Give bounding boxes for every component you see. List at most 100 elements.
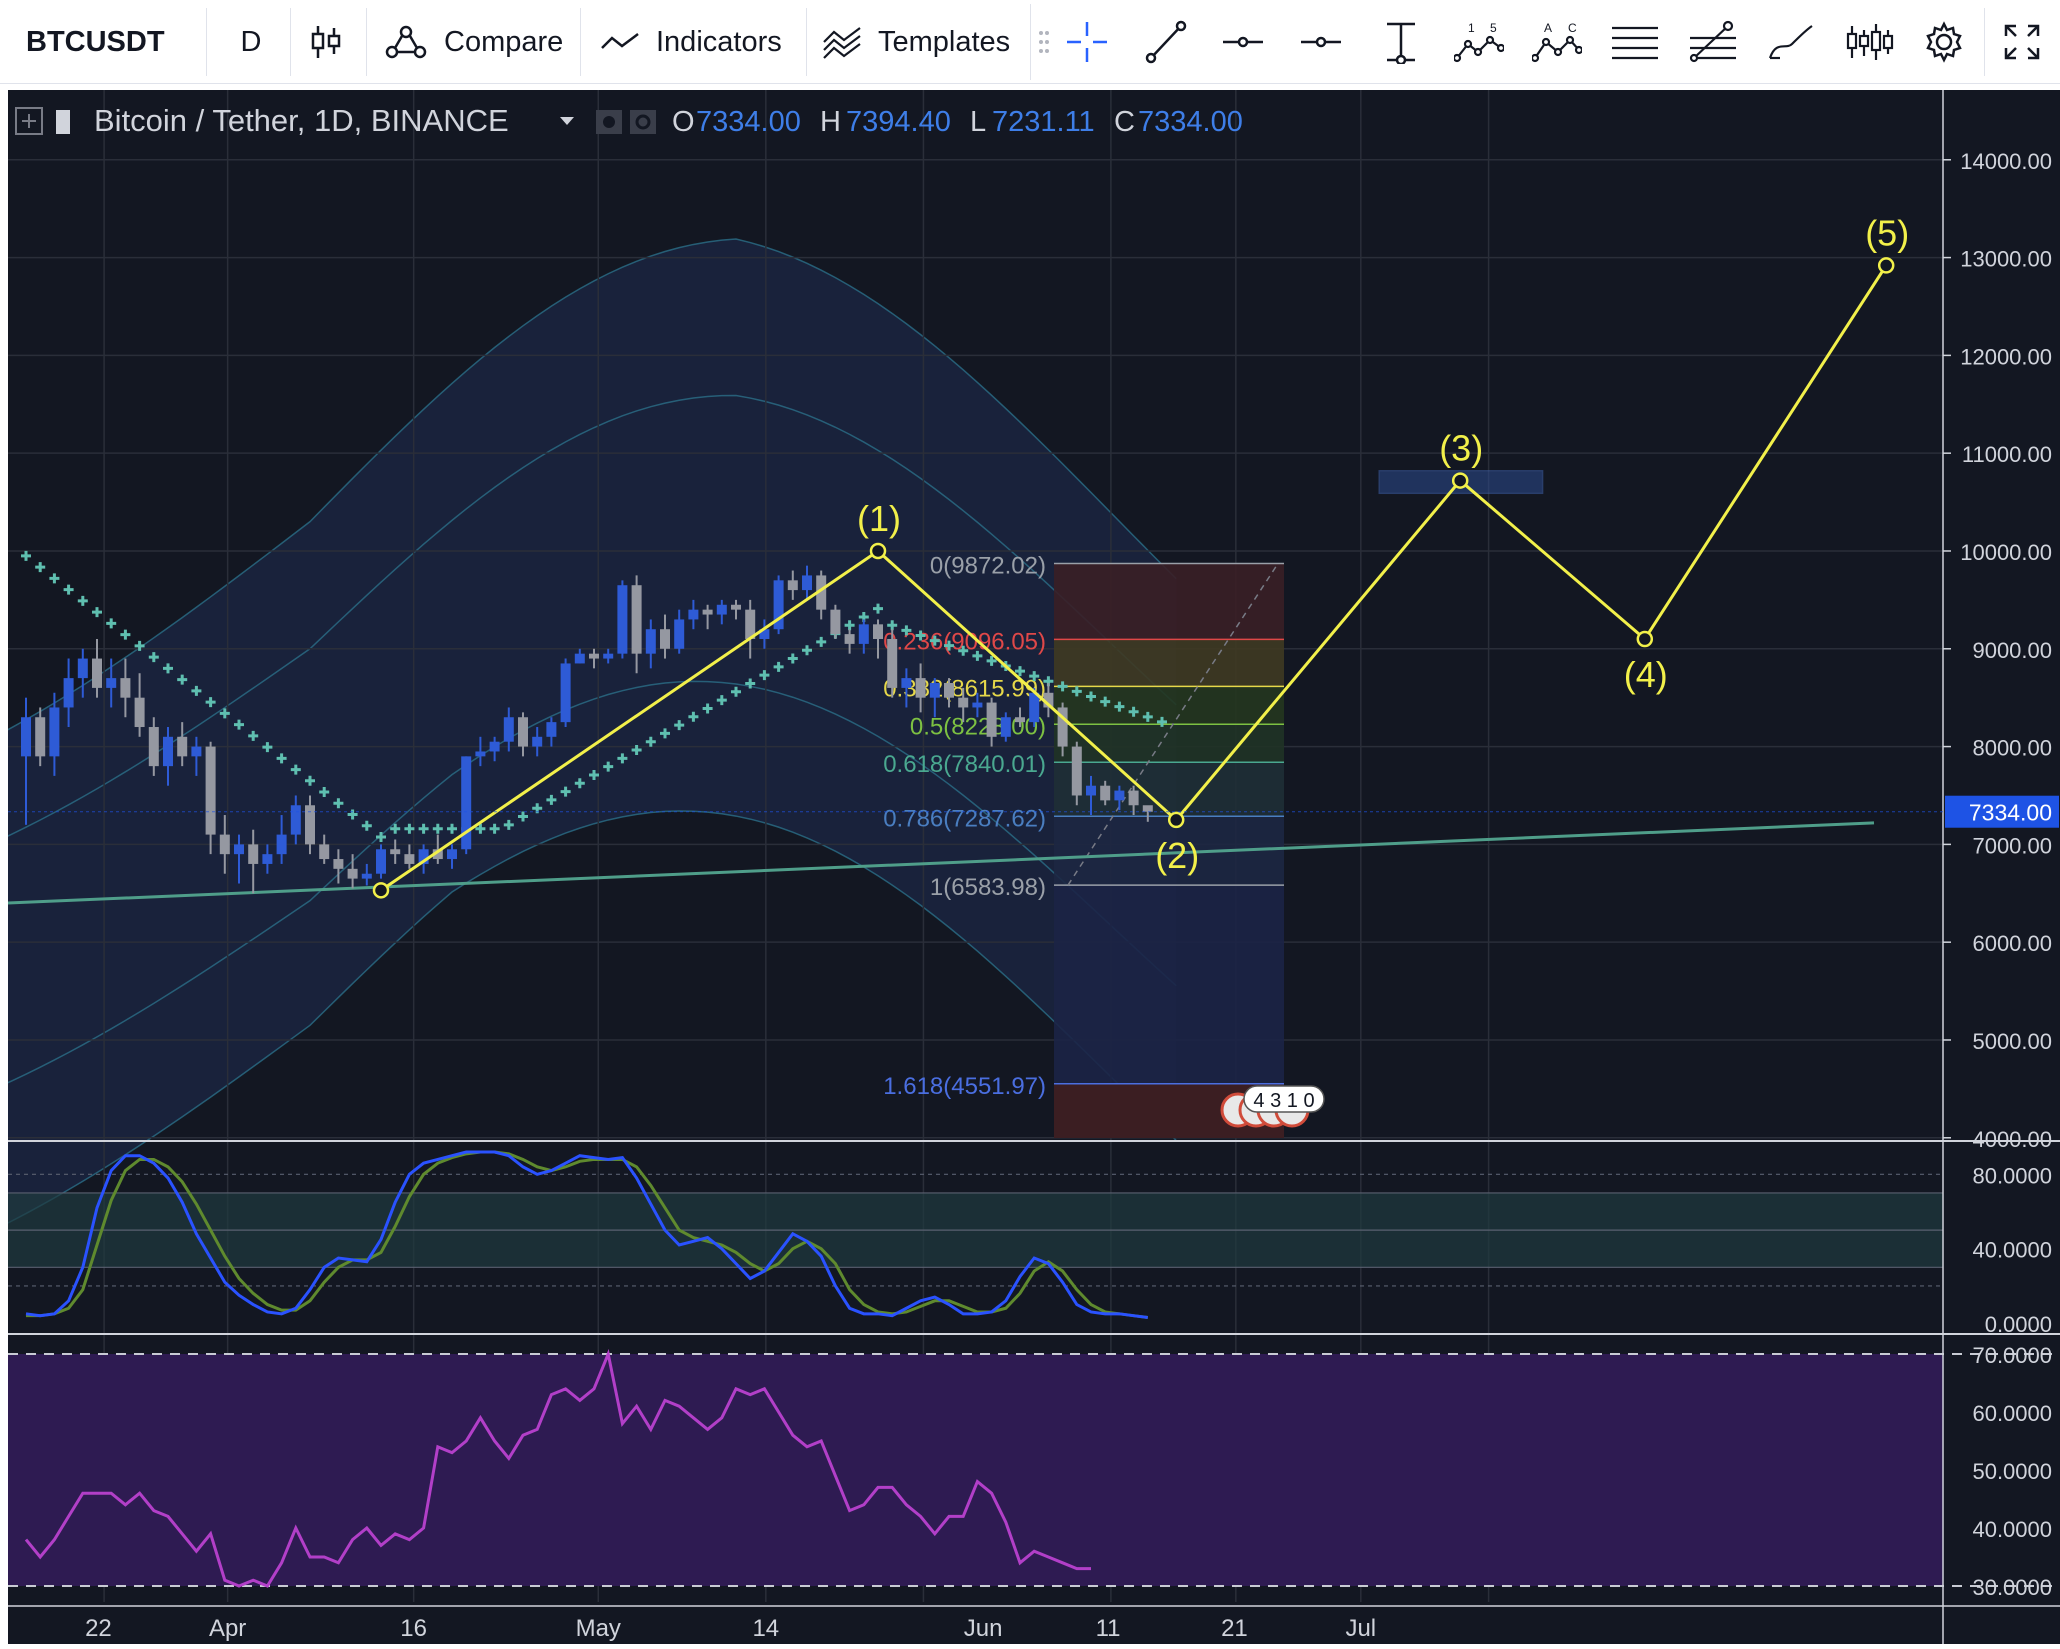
events-count-label: 4 3 1 0 — [1253, 1090, 1314, 1112]
fib-tool-icon[interactable] — [1683, 12, 1743, 72]
candle-body — [1128, 790, 1139, 806]
fib-level-label: 1.618(4551.97) — [883, 1073, 1046, 1100]
abcd-tool-label-a: A — [1544, 21, 1552, 35]
psar-dot — [929, 635, 940, 646]
rsi-tick-label: 50.0000 — [1972, 1459, 2052, 1484]
psar-dot — [290, 764, 301, 775]
psar-dot — [1128, 706, 1139, 717]
psar-dot — [333, 798, 344, 809]
trend-line-icon[interactable] — [1135, 12, 1195, 72]
vertical-range-icon[interactable] — [1371, 12, 1431, 72]
brush-icon[interactable] — [1761, 12, 1821, 72]
candle-body — [148, 727, 159, 767]
settings-gear-icon[interactable] — [1914, 12, 1974, 72]
candle-body — [1142, 805, 1153, 812]
psar-dot — [560, 786, 571, 797]
candle-body — [1071, 746, 1082, 796]
symbol-search-button[interactable]: BTCUSDT — [26, 26, 165, 58]
band-line — [0, 680, 1177, 1088]
low-label: L — [970, 106, 986, 138]
candle-body — [716, 604, 727, 615]
fib-retracement[interactable]: 0(9872.02)0.236(9096.05)0.382(8615.99)0.… — [883, 552, 1284, 1138]
psar-dot — [205, 697, 216, 708]
wave-label: (2) — [1155, 835, 1199, 876]
price-tick-label: 10000.00 — [1960, 540, 2052, 565]
psar-dot — [305, 775, 315, 786]
templates-button[interactable]: Templates — [878, 26, 1011, 58]
fib-zone — [1054, 563, 1284, 640]
chart-container[interactable]: 0(9872.02) 0.236(9096.05) 0.382(8615.99) 0.… — [0, 90, 2060, 1644]
events-count-pill — [1243, 1085, 1325, 1113]
price-axis[interactable]: 14000.00 13000.00 12000.00 11000.00 10000.00… — [8, 90, 2060, 1644]
candle-body — [390, 849, 401, 855]
horizontal-line-icon[interactable] — [1213, 12, 1273, 72]
candle-body — [773, 580, 784, 630]
events-badge-group[interactable]: 4 3 1 0 — [1220, 1085, 1325, 1128]
psar-dot — [1071, 686, 1082, 697]
indicators-button[interactable]: Indicators — [656, 26, 782, 58]
fib-levels-icon[interactable] — [1605, 12, 1665, 72]
candle-body — [347, 868, 358, 879]
chart-style-icon[interactable] — [296, 12, 356, 72]
psar-dot — [418, 823, 429, 834]
wave-tool-label-1: 1 — [1468, 21, 1475, 35]
bar-pattern-icon[interactable] — [1839, 12, 1899, 72]
drag-handle-icon[interactable] — [1039, 30, 1049, 54]
wave-label: (5) — [1865, 212, 1909, 253]
wave-path — [380, 264, 1888, 892]
horizontal-ray-icon[interactable] — [1291, 12, 1351, 72]
high-value: 7394.40 — [846, 106, 951, 138]
time-tick-label: Apr — [209, 1615, 246, 1642]
support-trendline[interactable] — [7, 821, 1875, 905]
interval-button[interactable]: D — [240, 26, 262, 58]
psar-dot — [574, 778, 585, 789]
psar-dot — [589, 769, 599, 780]
compare-icon — [376, 12, 436, 72]
psar-dot — [617, 753, 628, 764]
compare-button[interactable]: Compare — [444, 26, 564, 58]
psar-dot — [631, 745, 642, 756]
elliott-waves[interactable]: (1) (2) (3) (4) (5) — [372, 212, 1909, 899]
candle-body — [92, 658, 102, 688]
legend-dropdown-icon[interactable] — [560, 117, 574, 125]
toolbar-divider — [580, 8, 581, 76]
psar-dot — [972, 650, 983, 661]
wave-point — [1167, 811, 1185, 829]
time-tick-label: 22 — [85, 1615, 112, 1642]
candle-body — [958, 697, 969, 708]
psar-dot — [986, 655, 997, 666]
stoch-k-line — [25, 1150, 1148, 1320]
chart-canvas[interactable]: 0(9872.02)0.236(9096.05)0.382(8615.99)0.… — [0, 90, 2060, 1644]
stoch-d-line — [26, 1150, 1148, 1320]
legend-title[interactable]: Bitcoin / Tether, 1D, BINANCE — [94, 103, 509, 138]
candle-body — [546, 722, 557, 737]
psar-dot — [1142, 711, 1153, 722]
toolbar-divider — [1984, 8, 1985, 76]
psar-dot — [21, 550, 31, 561]
trendline — [7, 821, 1875, 905]
wave-point — [1877, 257, 1895, 274]
crosshair-icon[interactable] — [1057, 12, 1117, 72]
candle-body — [759, 629, 770, 639]
time-tick-label: 11 — [1096, 1615, 1121, 1642]
rsi-band — [8, 1354, 1943, 1586]
psar-dot — [361, 820, 372, 831]
psar-dot — [148, 652, 159, 663]
settings-small-icon[interactable] — [630, 110, 656, 134]
rsi-tick-label: 70.0000 — [1972, 1343, 2052, 1368]
fullscreen-icon[interactable] — [1992, 12, 2052, 72]
toolbar-divider — [806, 8, 807, 76]
candle-body — [1015, 717, 1025, 723]
candle-body — [1000, 717, 1011, 737]
wave-point — [1451, 472, 1469, 489]
collapse-legend-icon[interactable] — [15, 107, 43, 135]
psar-dot — [163, 663, 173, 674]
price-tick-label: 4000.00 — [1972, 1127, 2052, 1152]
rsi-tick-label: 40.0000 — [1972, 1517, 2052, 1542]
time-axis[interactable]: 22 Apr 16 May 14 Jun 11 21 Jul — [8, 1605, 2060, 1642]
fib-trend-dashed-line — [1067, 563, 1279, 886]
psar-dot — [773, 661, 784, 672]
candle-body — [617, 585, 628, 654]
